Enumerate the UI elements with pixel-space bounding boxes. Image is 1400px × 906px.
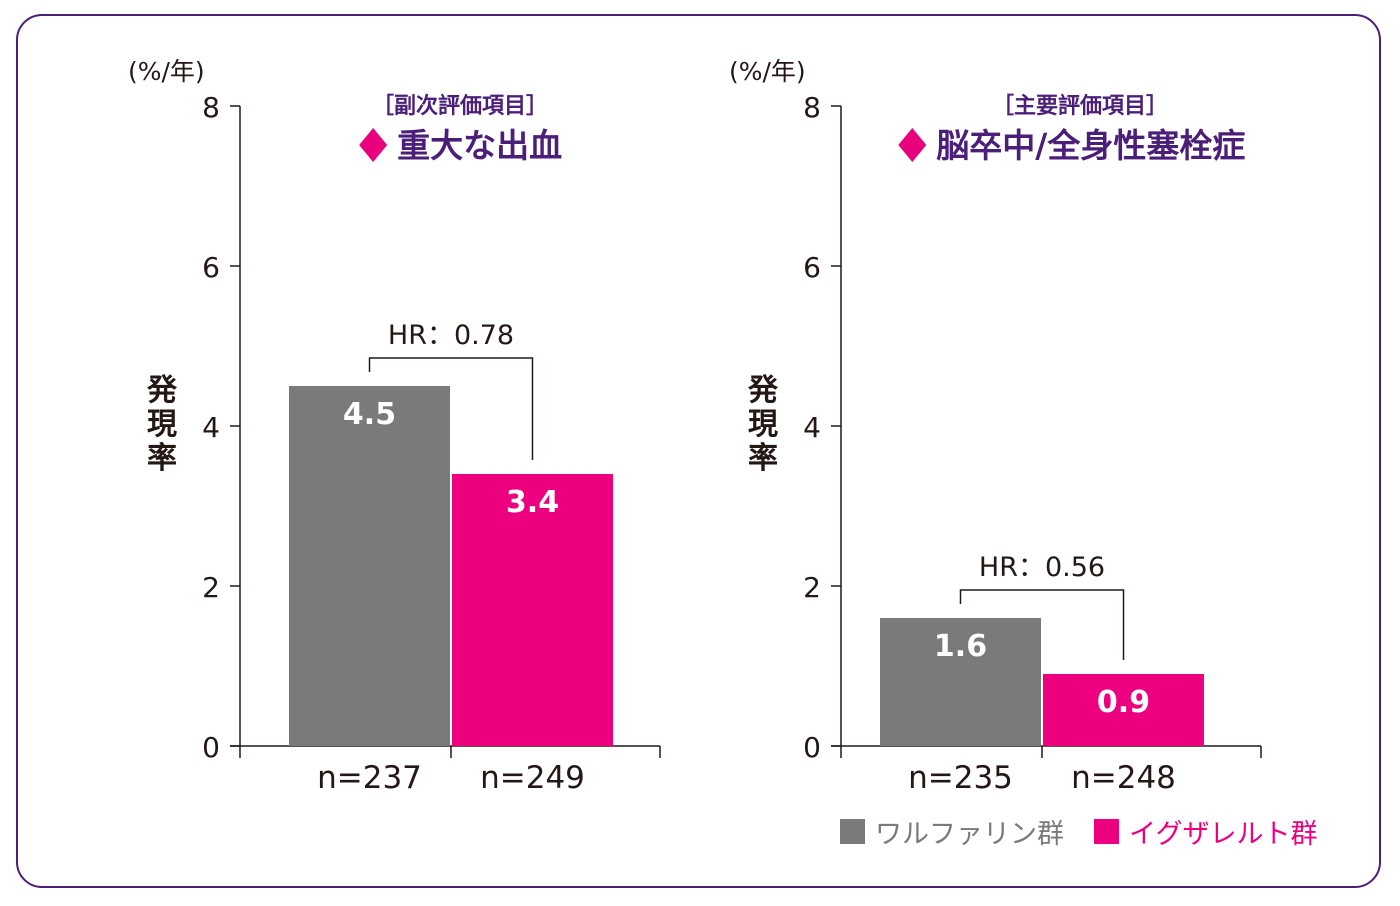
hr-label: HR：0.56 — [979, 552, 1105, 583]
y-axis-label-char: 現 — [147, 407, 177, 442]
y-axis-label-char: 率 — [147, 441, 177, 476]
y-axis-label-char: 発 — [146, 373, 178, 408]
x-tick-label: n=237 — [317, 760, 422, 796]
x-tick-label: n=249 — [480, 760, 585, 796]
chart-title: 重大な出血 — [397, 126, 562, 165]
y-axis-unit: (%/年) — [729, 57, 806, 86]
hr-label: HR：0.78 — [388, 320, 514, 351]
y-tick-label: 0 — [202, 731, 220, 764]
chart-subtitle: ［副次評価項目］ — [372, 93, 548, 119]
y-tick-label: 4 — [803, 411, 821, 444]
bar-value-label: 1.6 — [934, 629, 987, 664]
y-axis-label-char: 現 — [748, 407, 778, 442]
chart-title: 脳卒中/全身性塞栓症 — [936, 126, 1245, 165]
bar-warfarin — [880, 618, 1041, 746]
y-tick-label: 2 — [803, 571, 821, 604]
diamond-icon — [898, 128, 927, 162]
bar-value-label: 4.5 — [343, 397, 396, 432]
legend-swatch-warfarin — [840, 819, 865, 844]
chart-subtitle: ［主要評価項目］ — [992, 93, 1168, 119]
legend-item-warfarin: ワルファリン群 — [840, 812, 1064, 851]
y-tick-label: 0 — [803, 731, 821, 764]
hr-bracket — [368, 357, 534, 460]
y-axis-label-char: 発 — [747, 373, 779, 408]
y-tick-label: 8 — [202, 91, 220, 124]
y-tick-label: 2 — [202, 571, 220, 604]
x-tick-label: n=248 — [1071, 760, 1176, 796]
legend-item-edoxaban: イグザレルト群 — [1094, 812, 1317, 851]
bar-edoxaban — [452, 474, 613, 746]
chart-frame — [16, 14, 1381, 888]
bar-value-label: 3.4 — [506, 485, 559, 520]
bar-warfarin — [289, 386, 450, 746]
legend-label-edoxaban: イグザレルト群 — [1129, 819, 1318, 850]
legend-label-warfarin: ワルファリン群 — [875, 819, 1064, 850]
x-tick-label: n=235 — [908, 760, 1013, 796]
y-tick-label: 6 — [803, 251, 821, 284]
diamond-icon — [359, 128, 388, 162]
hr-bracket — [959, 589, 1125, 660]
y-tick-label: 4 — [202, 411, 220, 444]
legend-swatch-edoxaban — [1094, 819, 1119, 844]
legend: ワルファリン群 イグザレルト群 — [840, 812, 1347, 851]
bar-edoxaban — [1043, 674, 1204, 746]
y-tick-label: 6 — [202, 251, 220, 284]
y-axis-unit: (%/年) — [128, 57, 205, 86]
bar-value-label: 0.9 — [1097, 685, 1150, 720]
y-axis-label-char: 率 — [748, 441, 778, 476]
y-tick-label: 8 — [803, 91, 821, 124]
